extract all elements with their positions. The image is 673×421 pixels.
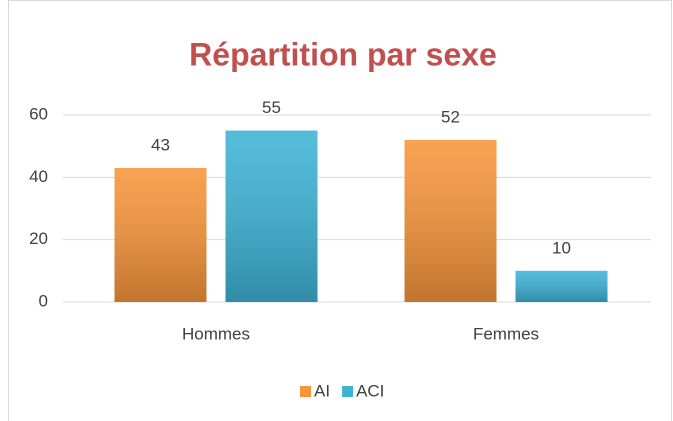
bar-shade: [515, 270, 608, 302]
x-tick-label: Hommes: [182, 324, 250, 343]
y-tick-label: 0: [39, 291, 48, 310]
legend-label: ACI: [356, 381, 384, 400]
bar-shade: [404, 139, 497, 302]
data-label: 52: [441, 107, 460, 126]
chart-title: Répartition par sexe: [189, 36, 497, 72]
x-tick-label: Femmes: [473, 324, 539, 343]
y-tick-label: 60: [29, 104, 48, 123]
y-tick-label: 40: [29, 167, 48, 186]
legend-swatch: [300, 386, 311, 397]
data-label: 43: [151, 135, 170, 154]
data-label: 55: [262, 98, 281, 117]
legend-swatch: [342, 386, 354, 397]
y-tick-label: 20: [29, 229, 48, 248]
bar-shade: [225, 130, 318, 302]
data-label: 10: [552, 238, 571, 257]
legend-label: AI: [314, 381, 330, 400]
bar-shade: [114, 167, 207, 302]
